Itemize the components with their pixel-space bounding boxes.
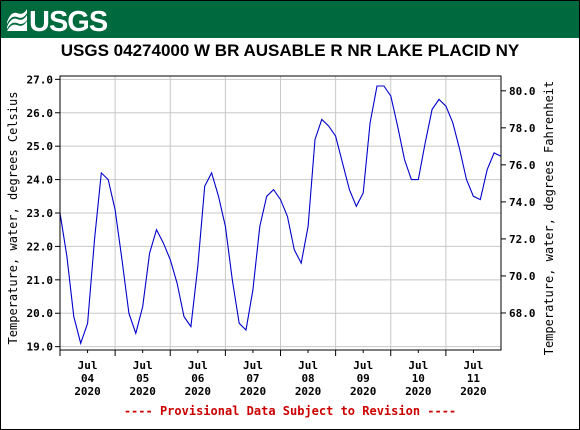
x-tick-label-month: Jul: [243, 359, 263, 372]
provisional-note: ---- Provisional Data Subject to Revisio…: [123, 404, 457, 418]
x-tick-label-day: 09: [357, 372, 370, 385]
x-tick-label-month: Jul: [78, 359, 98, 372]
x-tick-label-year: 2020: [295, 385, 322, 398]
y-left-tick-label: 21.0: [27, 274, 54, 287]
x-tick-label-year: 2020: [185, 385, 212, 398]
y-right-tick-label: 76.0: [509, 159, 536, 172]
x-tick-label-day: 04: [81, 372, 95, 385]
usgs-logo-icon: [7, 9, 27, 31]
y-left-tick-label: 20.0: [27, 307, 54, 320]
x-tick-label-year: 2020: [405, 385, 432, 398]
left-ticks: 19.0 20.0 21.0 22.0 23.0 24.0 25.0 26.0 27.0: [27, 73, 60, 354]
y-left-tick-label: 22.0: [27, 240, 54, 253]
x-tick-label-month: Jul: [408, 359, 428, 372]
usgs-banner: USGS: [1, 1, 579, 38]
x-tick-label-month: Jul: [133, 359, 153, 372]
banner-background: [1, 1, 579, 38]
y-left-tick-label: 19.0: [27, 341, 54, 354]
x-ticks: Jul042020Jul052020Jul062020Jul072020Jul0…: [59, 350, 487, 398]
grid-lines: [60, 76, 501, 350]
y-left-tick-label: 26.0: [27, 107, 54, 120]
y-right-tick-label: 74.0: [509, 196, 536, 209]
y-right-tick-label: 72.0: [509, 233, 536, 246]
x-tick-label-day: 07: [246, 372, 259, 385]
x-tick-label-year: 2020: [129, 385, 156, 398]
x-tick-label-month: Jul: [464, 359, 484, 372]
y-left-tick-label: 25.0: [27, 140, 54, 153]
y-right-tick-label: 70.0: [509, 270, 536, 283]
series-line-0: [59, 85, 502, 346]
x-tick-label-month: Jul: [353, 359, 373, 372]
y-left-tick-label: 27.0: [27, 73, 54, 86]
y-left-tick-label: 24.0: [27, 174, 54, 187]
x-tick-label-day: 08: [301, 372, 314, 385]
x-tick-label-day: 11: [467, 372, 481, 385]
y-right-tick-label: 80.0: [509, 85, 536, 98]
x-tick-label-month: Jul: [188, 359, 208, 372]
x-tick-label-year: 2020: [350, 385, 377, 398]
x-tick-label-day: 10: [412, 372, 425, 385]
y-right-tick-label: 78.0: [509, 122, 536, 135]
chart-title: USGS 04274000 W BR AUSABLE R NR LAKE PLA…: [60, 41, 520, 60]
x-tick-label-month: Jul: [298, 359, 318, 372]
y-right-tick-label: 68.0: [509, 307, 536, 320]
series-group: [59, 85, 502, 346]
x-tick-label-year: 2020: [460, 385, 487, 398]
usgs-logo-text: USGS: [29, 6, 108, 38]
x-tick-label-year: 2020: [74, 385, 101, 398]
right-ticks: 68.0 70.0 72.0 74.0 76.0 78.0 80.0: [501, 85, 536, 320]
y-left-tick-label: 23.0: [27, 207, 54, 220]
x-tick-label-day: 05: [136, 372, 149, 385]
x-tick-label-year: 2020: [240, 385, 267, 398]
x-tick-label-day: 06: [191, 372, 205, 385]
